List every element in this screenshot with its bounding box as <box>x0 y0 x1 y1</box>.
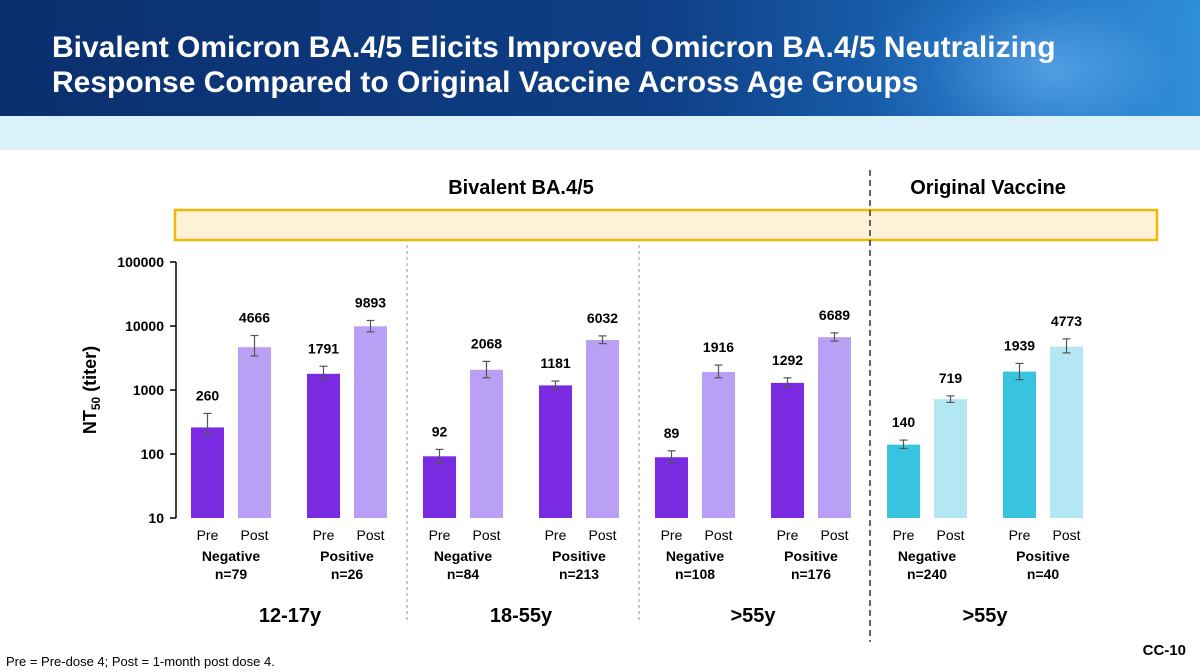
data-label: 6689 <box>819 307 850 323</box>
virus-image-decoration <box>860 0 1200 116</box>
group-status-label: Positive <box>784 548 838 564</box>
group-status-label: Negative <box>202 548 261 564</box>
x-tick-label-post: Post <box>356 527 384 543</box>
group-status-label: Positive <box>320 548 374 564</box>
group-status-label: Negative <box>434 548 493 564</box>
bar-pre <box>539 385 572 518</box>
data-label: 4666 <box>239 310 270 326</box>
x-tick-label-post: Post <box>240 527 268 543</box>
group-n-label: n=213 <box>559 566 599 582</box>
data-label: 6032 <box>587 310 618 326</box>
age-group-label: 18-55y <box>490 605 553 627</box>
y-tick-label: 100000 <box>117 254 164 270</box>
legend-band <box>173 208 1159 242</box>
x-tick-label-pre: Pre <box>1009 527 1031 543</box>
group-n-label: n=108 <box>675 566 715 582</box>
data-label: 4773 <box>1051 313 1082 329</box>
data-label: 1791 <box>308 340 339 356</box>
data-label: 89 <box>664 425 680 441</box>
bar-post <box>354 326 387 518</box>
x-tick-label-pre: Pre <box>661 527 683 543</box>
header-subband <box>0 116 1200 150</box>
group-n-label: n=84 <box>447 566 480 582</box>
data-label: 260 <box>196 387 220 403</box>
footnote: Pre = Pre-dose 4; Post = 1-month post do… <box>6 654 275 669</box>
y-axis-label: NT50 (titer) <box>80 346 103 434</box>
x-tick-label-post: Post <box>704 527 732 543</box>
group-status-label: Positive <box>1016 548 1070 564</box>
bar-post <box>818 337 851 518</box>
x-tick-label-post: Post <box>936 527 964 543</box>
bar-post <box>586 340 619 518</box>
group-n-label: n=79 <box>215 566 248 582</box>
group-n-label: n=240 <box>907 566 947 582</box>
x-tick-label-post: Post <box>820 527 848 543</box>
bar-pre <box>191 427 224 518</box>
age-group-label: >55y <box>962 605 1008 627</box>
data-label: 2068 <box>471 335 502 351</box>
group-n-label: n=26 <box>331 566 364 582</box>
nt50-bar-chart: Bivalent BA.4/5 Original Vaccine 10 100 1000… <box>80 170 1159 642</box>
section-label-bivalent: Bivalent BA.4/5 <box>448 177 594 199</box>
group-n-label: n=176 <box>791 566 831 582</box>
x-tick-label-pre: Pre <box>429 527 451 543</box>
bar-post <box>1050 346 1083 518</box>
group-status-label: Negative <box>898 548 957 564</box>
group-n-label: n=40 <box>1027 566 1060 582</box>
x-tick-label-pre: Pre <box>777 527 799 543</box>
section-label-original: Original Vaccine <box>910 177 1066 199</box>
bar-pre <box>887 444 920 518</box>
slide-code: CC-10 <box>1142 642 1186 659</box>
data-label: 140 <box>892 414 916 430</box>
group-status-label: Negative <box>666 548 725 564</box>
data-label: 1181 <box>540 355 571 371</box>
slide-header: Bivalent Omicron BA.4/5 Elicits Improved… <box>0 0 1200 116</box>
bar-post <box>934 399 967 518</box>
data-label: 1916 <box>703 339 734 355</box>
bar-pre <box>1003 371 1036 518</box>
bar-pre <box>307 373 340 518</box>
bar-post <box>470 369 503 518</box>
x-tick-label-pre: Pre <box>545 527 567 543</box>
y-tick-label: 10 <box>148 510 164 526</box>
x-tick-label-pre: Pre <box>313 527 335 543</box>
x-tick-label-post: Post <box>1052 527 1080 543</box>
bar-pre <box>423 456 456 518</box>
x-tick-label-post: Post <box>588 527 616 543</box>
data-label: 1939 <box>1004 337 1035 353</box>
data-label: 1292 <box>772 352 803 368</box>
x-tick-label-pre: Pre <box>197 527 219 543</box>
y-tick-label: 100 <box>141 446 165 462</box>
bar-post <box>702 371 735 518</box>
y-tick-label: 10000 <box>125 318 164 334</box>
bar-pre <box>771 382 804 518</box>
data-label: 719 <box>939 370 963 386</box>
x-tick-label-pre: Pre <box>893 527 915 543</box>
data-label: 92 <box>432 423 448 439</box>
y-tick-label: 1000 <box>133 382 164 398</box>
slide-title: Bivalent Omicron BA.4/5 Elicits Improved… <box>52 31 1056 99</box>
x-tick-label-post: Post <box>472 527 500 543</box>
bar-pre <box>655 457 688 518</box>
group-status-label: Positive <box>552 548 606 564</box>
age-group-label: 12-17y <box>259 605 322 627</box>
age-group-label: >55y <box>730 605 776 627</box>
data-label: 9893 <box>355 294 386 310</box>
bar-post <box>238 347 271 518</box>
